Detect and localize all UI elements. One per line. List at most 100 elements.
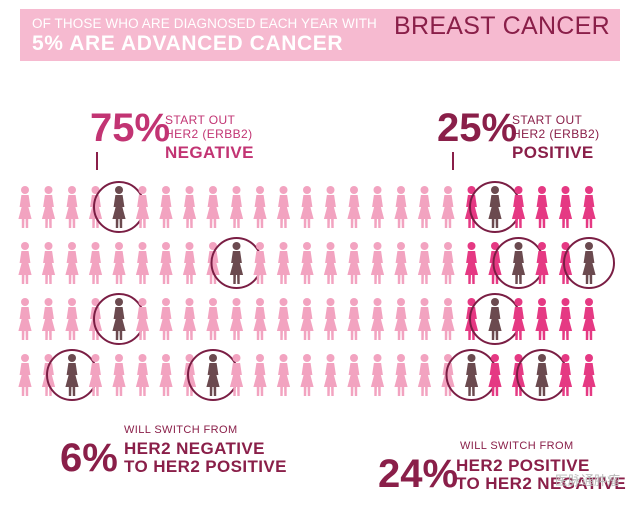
person-figure-r2-c12 xyxy=(276,242,291,284)
left-stat-percent: 75% xyxy=(90,106,171,150)
person-figure-r2-c05 xyxy=(112,242,126,284)
person-figure-r4-c21 xyxy=(488,354,502,396)
person-figure-r2-c13 xyxy=(300,242,314,284)
person-figure-r3-c14 xyxy=(323,298,338,340)
person-figure-r1-c19 xyxy=(441,186,455,228)
person-figure-r3-c05 xyxy=(112,298,126,340)
person-figure-r3-c10 xyxy=(229,298,244,340)
person-figure-r1-c24 xyxy=(558,186,573,228)
person-figure-r1-c08 xyxy=(182,186,197,228)
person-figure-r3-c23 xyxy=(535,298,549,340)
person-figure-r1-c11 xyxy=(253,186,267,228)
person-figure-r3-c19 xyxy=(441,298,455,340)
person-figure-r2-c14 xyxy=(323,242,338,284)
person-figure-r1-c12 xyxy=(276,186,291,228)
person-figure-r2-c08 xyxy=(182,242,197,284)
person-figure-r2-c19 xyxy=(441,242,455,284)
bottom-right-line1: WILL SWITCH FROM xyxy=(460,440,574,452)
person-figure-r1-c22 xyxy=(511,186,526,228)
person-figure-r3-c08 xyxy=(182,298,197,340)
person-figure-r2-c01 xyxy=(18,242,32,284)
person-figure-r4-c09 xyxy=(206,354,220,396)
person-figure-r1-c20 xyxy=(464,186,479,228)
person-figure-r4-c01 xyxy=(18,354,32,396)
person-figure-r1-c09 xyxy=(206,186,220,228)
right-stat-line2: HER2 (ERBB2) xyxy=(512,127,600,141)
person-figure-r1-c16 xyxy=(370,186,385,228)
bottom-right-line3: TO HER2 NEGATIVE xyxy=(456,474,627,493)
person-figure-r1-c05 xyxy=(112,186,126,228)
person-figure-r2-c04 xyxy=(88,242,103,284)
person-figure-r4-c24 xyxy=(558,354,573,396)
right-stat-pointer xyxy=(452,152,454,170)
person-figure-r4-c23 xyxy=(535,354,549,396)
person-figure-r1-c02 xyxy=(41,186,56,228)
person-figure-r3-c24 xyxy=(558,298,573,340)
person-figure-r4-c02 xyxy=(41,354,56,396)
person-figure-r4-c11 xyxy=(253,354,267,396)
banner-line2: 5% ARE ADVANCED CANCER xyxy=(32,32,344,55)
person-figure-r3-c20 xyxy=(464,298,479,340)
person-figure-r3-c15 xyxy=(347,298,361,340)
person-figure-r4-c25 xyxy=(582,354,596,396)
person-figure-r4-c17 xyxy=(394,354,408,396)
left-stat-line3: NEGATIVE xyxy=(165,143,254,162)
person-figure-r2-c15 xyxy=(347,242,361,284)
person-figure-r1-c15 xyxy=(347,186,361,228)
person-figure-r3-c18 xyxy=(417,298,432,340)
right-stat-line1: START OUT xyxy=(512,113,583,127)
bottom-right-line2: HER2 POSITIVE xyxy=(456,456,590,475)
person-figure-r3-c09 xyxy=(206,298,220,340)
person-figure-r1-c18 xyxy=(417,186,432,228)
person-figure-r3-c21 xyxy=(488,298,502,340)
person-figure-r1-c07 xyxy=(159,186,173,228)
person-figure-r3-c17 xyxy=(394,298,408,340)
bottom-right-percent: 24% xyxy=(378,452,459,496)
right-stat-percent: 25% xyxy=(437,106,518,150)
person-figure-r4-c19 xyxy=(441,354,455,396)
highlight-ring-r2-c25 xyxy=(563,237,615,289)
person-figure-r1-c01 xyxy=(18,186,32,228)
person-figure-r4-c13 xyxy=(300,354,314,396)
person-figure-r1-c13 xyxy=(300,186,314,228)
person-figure-r1-c06 xyxy=(135,186,150,228)
person-figure-r2-c02 xyxy=(41,242,56,284)
left-stat-line2: HER2 (ERBB2) xyxy=(165,127,253,141)
person-figure-r3-c12 xyxy=(276,298,291,340)
person-figure-r4-c18 xyxy=(417,354,432,396)
person-figure-r2-c10 xyxy=(229,242,244,284)
person-figure-r4-c04 xyxy=(88,354,103,396)
person-figure-r2-c22 xyxy=(511,242,526,284)
person-figure-r2-c17 xyxy=(394,242,408,284)
person-figure-r2-c20 xyxy=(464,242,479,284)
left-stat-pointer xyxy=(96,152,98,170)
bottom-left-line3: TO HER2 POSITIVE xyxy=(124,457,287,476)
person-figure-r4-c07 xyxy=(159,354,173,396)
person-figure-r3-c13 xyxy=(300,298,314,340)
person-figure-r1-c04 xyxy=(88,186,103,228)
person-figure-r2-c11 xyxy=(253,242,267,284)
person-figure-r2-c25 xyxy=(582,242,596,284)
person-figure-r3-c16 xyxy=(370,298,385,340)
person-figure-r4-c06 xyxy=(135,354,150,396)
bottom-left-line2: HER2 NEGATIVE xyxy=(124,439,265,458)
person-figure-r4-c08 xyxy=(182,354,197,396)
person-figure-r2-c09 xyxy=(206,242,220,284)
person-figure-r2-c06 xyxy=(135,242,150,284)
person-figure-r1-c17 xyxy=(394,186,408,228)
banner-line1: OF THOSE WHO ARE DIAGNOSED EACH YEAR WIT… xyxy=(32,16,377,31)
person-figure-r3-c06 xyxy=(135,298,150,340)
bottom-left-percent: 6% xyxy=(60,436,118,480)
person-figure-r2-c18 xyxy=(417,242,432,284)
title-banner: OF THOSE WHO ARE DIAGNOSED EACH YEAR WIT… xyxy=(20,9,620,61)
person-figure-r1-c03 xyxy=(65,186,79,228)
person-figure-r2-c24 xyxy=(558,242,573,284)
bottom-left-line1: WILL SWITCH FROM xyxy=(124,424,238,436)
person-figure-r4-c12 xyxy=(276,354,291,396)
person-figure-r1-c10 xyxy=(229,186,244,228)
person-figure-r3-c01 xyxy=(18,298,32,340)
person-figure-r4-c05 xyxy=(112,354,126,396)
person-figure-r3-c07 xyxy=(159,298,173,340)
person-figure-r1-c21 xyxy=(488,186,502,228)
person-figure-r4-c10 xyxy=(229,354,244,396)
